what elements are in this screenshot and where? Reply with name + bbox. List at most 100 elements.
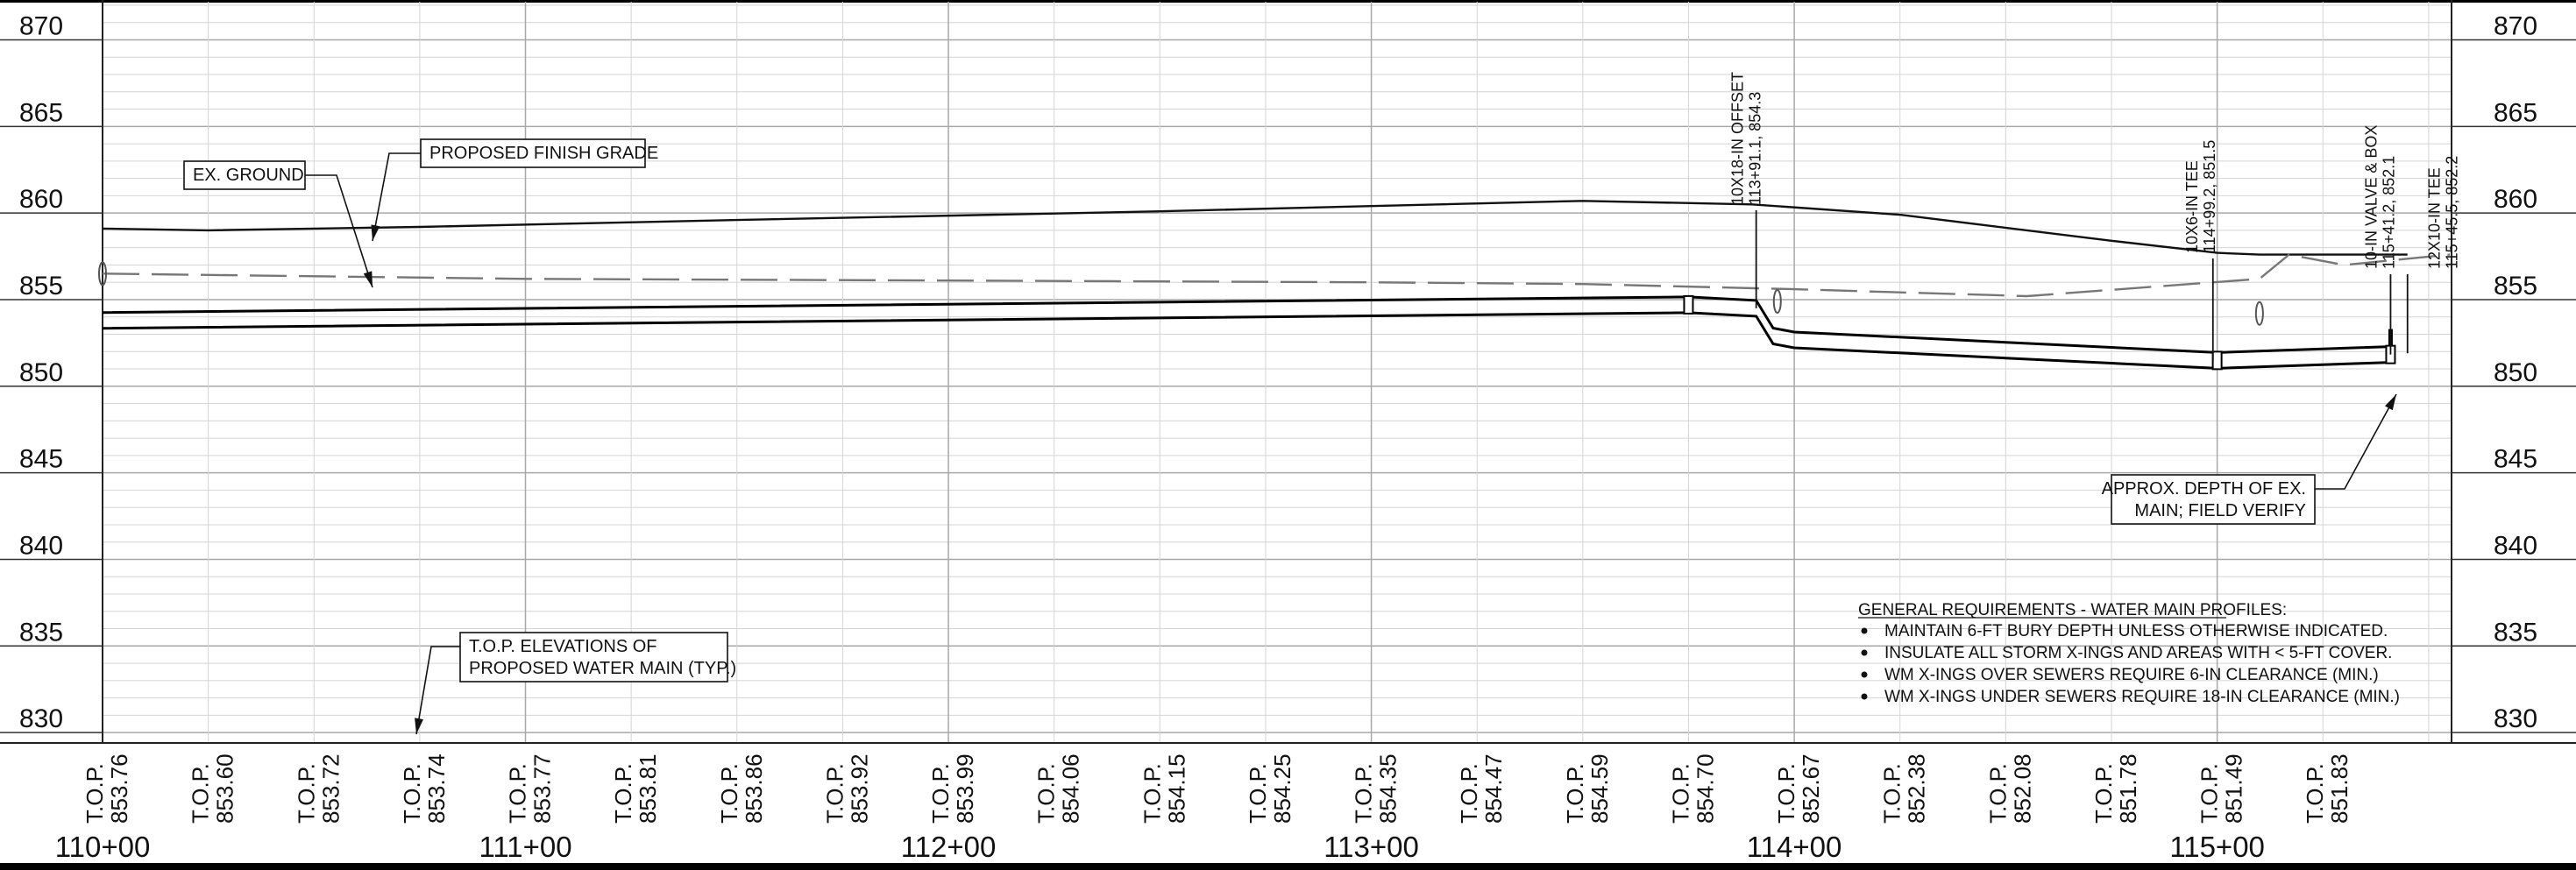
top-value: 854.47 xyxy=(1480,753,1507,824)
top-prefix: T.O.P. xyxy=(2090,763,2117,824)
profile-lines xyxy=(102,200,2451,371)
top-elevation-label: T.O.P.854.15 xyxy=(1139,753,1189,824)
note-bullet xyxy=(1861,627,1868,634)
top-value: 854.06 xyxy=(1058,753,1084,824)
station-label: 115+00 xyxy=(2169,831,2265,863)
top-prefix: T.O.P. xyxy=(1456,763,1482,824)
top-elevation-label: T.O.P.854.47 xyxy=(1456,753,1507,824)
top-elevation-label: T.O.P.853.99 xyxy=(927,753,978,824)
notes-title: GENERAL REQUIREMENTS - WATER MAIN PROFIL… xyxy=(1858,601,2287,619)
callout-text: 113+91.1, 854.3 xyxy=(1747,92,1764,205)
top-elevation-label: T.O.P.854.70 xyxy=(1667,753,1718,824)
top-value: 851.83 xyxy=(2326,753,2352,824)
top-prefix: T.O.P. xyxy=(716,763,742,824)
top-value: 853.60 xyxy=(212,753,238,824)
annotation-approx-depth: APPROX. DEPTH OF EX. MAIN; FIELD VERIFY xyxy=(2102,393,2397,525)
top-elevation-label: T.O.P.851.49 xyxy=(2196,753,2247,824)
pipe-fitting xyxy=(2211,350,2223,371)
annotation-text: PROPOSED WATER MAIN (TYP.) xyxy=(469,659,736,678)
top-value: 854.70 xyxy=(1692,753,1718,824)
top-elevation-label: T.O.P.853.86 xyxy=(716,753,767,824)
top-elevation-label: T.O.P.854.59 xyxy=(1562,753,1613,824)
top-value: 851.49 xyxy=(2221,753,2247,824)
arrowhead xyxy=(415,718,423,734)
top-elevation-label: T.O.P.853.60 xyxy=(188,753,238,824)
top-value: 854.35 xyxy=(1375,753,1402,824)
annotation-box xyxy=(183,160,306,190)
structure-symbol xyxy=(98,261,107,286)
top-value: 851.78 xyxy=(2115,753,2141,824)
top-value: 853.77 xyxy=(529,753,556,824)
elevation-label-right: 860 xyxy=(2494,185,2537,214)
annotation-text: PROPOSED FINISH GRADE xyxy=(429,144,658,163)
top-value: 853.86 xyxy=(741,753,767,824)
top-value: 853.92 xyxy=(846,753,872,824)
callout-text: 12X10-IN TEE xyxy=(2426,167,2444,269)
callout-text: 10-IN VALVE & BOX xyxy=(2362,125,2380,269)
top-elevation-label: T.O.P.853.81 xyxy=(610,753,661,824)
elevation-label-left: 860 xyxy=(19,185,63,214)
top-value: 853.74 xyxy=(423,753,450,824)
elevation-label-right: 870 xyxy=(2494,11,2537,40)
annotation-box xyxy=(420,138,646,168)
station-label: 113+00 xyxy=(1323,831,1419,863)
station-label: 114+00 xyxy=(1747,831,1842,863)
top-value: 854.59 xyxy=(1586,753,1613,824)
axes xyxy=(0,0,2576,744)
note-item: WM X-INGS OVER SEWERS REQUIRE 6-IN CLEAR… xyxy=(1884,666,2379,684)
top-elevation-label: T.O.P.852.38 xyxy=(1879,753,1930,824)
callout-text: 10X6-IN TEE xyxy=(2183,160,2201,253)
top-value: 853.72 xyxy=(317,753,344,824)
top-prefix: T.O.P. xyxy=(927,763,954,824)
note-item: MAINTAIN 6-FT BURY DEPTH UNLESS OTHERWIS… xyxy=(1884,622,2388,640)
station-label: 110+00 xyxy=(55,831,151,863)
annotation-text: T.O.P. ELEVATIONS OF xyxy=(469,637,657,656)
top-value: 854.15 xyxy=(1163,753,1189,824)
structures xyxy=(98,261,2264,326)
station-label: 112+00 xyxy=(901,831,997,863)
top-elevation-label: T.O.P.853.76 xyxy=(82,753,132,824)
top-value: 854.25 xyxy=(1269,753,1295,824)
structure-symbol xyxy=(2254,301,2264,326)
annotation-leader xyxy=(415,646,460,735)
annotations: EX. GROUND PROPOSED FINISH GRADE T.O.P. EL… xyxy=(183,138,2397,735)
top-value: 852.38 xyxy=(1904,753,1930,824)
top-prefix: T.O.P. xyxy=(1139,763,1165,824)
top-prefix: T.O.P. xyxy=(1033,763,1060,824)
elevation-label-left: 850 xyxy=(19,358,63,387)
top-elevation-label: T.O.P.852.08 xyxy=(1984,753,2035,824)
elevation-label-left: 835 xyxy=(19,618,63,647)
elevation-label-left: 870 xyxy=(19,11,63,40)
top-prefix: T.O.P. xyxy=(1879,763,1905,824)
top-prefix: T.O.P. xyxy=(2196,763,2223,824)
elevation-label-right: 855 xyxy=(2494,272,2537,301)
top-prefix: T.O.P. xyxy=(610,763,636,824)
annotation-box xyxy=(459,632,728,683)
note-bullet xyxy=(1861,693,1868,700)
elevation-label-left: 830 xyxy=(19,704,63,733)
pipe-fitting xyxy=(1683,294,1694,315)
existing-ground-line xyxy=(102,253,2451,298)
top-prefix: T.O.P. xyxy=(505,763,531,824)
top-prefix: T.O.P. xyxy=(821,763,848,824)
elevation-label-left: 855 xyxy=(19,272,63,301)
annotation-text: APPROX. DEPTH OF EX. xyxy=(2102,479,2306,499)
arrowhead xyxy=(363,271,373,287)
top-value: 853.81 xyxy=(635,753,661,824)
note-item: WM X-INGS UNDER SEWERS REQUIRE 18-IN CLE… xyxy=(1884,688,2400,706)
annotation-finish-grade: PROPOSED FINISH GRADE xyxy=(371,138,658,242)
callout-text: 114+99.2, 851.5 xyxy=(2201,140,2218,253)
note-bullet xyxy=(1861,649,1868,656)
elevation-label-left: 865 xyxy=(19,98,63,127)
axis-labels: 870 870 865 865 860 860 855 855 850 850 845 845 840 8… xyxy=(19,11,2537,863)
top-prefix: T.O.P. xyxy=(2302,763,2328,824)
top-elevation-label: T.O.P.853.74 xyxy=(399,753,450,824)
finish-grade-line xyxy=(102,200,2408,256)
top-elevation-label: T.O.P.851.78 xyxy=(2090,753,2141,824)
callout-text: 115+41.2, 852.1 xyxy=(2380,156,2397,269)
arrowhead xyxy=(371,224,380,241)
annotation-text: EX. GROUND xyxy=(193,166,304,185)
annotation-leader xyxy=(372,152,421,242)
